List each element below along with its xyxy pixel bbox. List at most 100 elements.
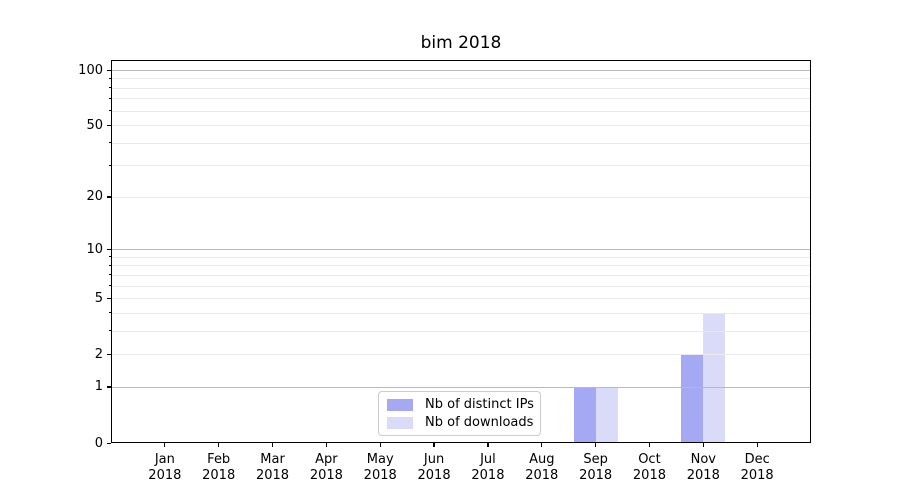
gridline-minor	[111, 285, 811, 287]
y-minor-tick-mark	[108, 330, 111, 332]
x-tick-month: Oct	[638, 452, 661, 467]
x-tick-month: Nov	[690, 452, 716, 467]
y-tick-label: 10	[86, 241, 103, 257]
y-tick-label: 0	[94, 435, 103, 451]
x-tick-label-apr: Apr 2018	[296, 452, 356, 484]
x-tick-year: 2018	[471, 468, 505, 483]
y-tick-label: 5	[94, 290, 103, 306]
x-tick-mark	[702, 443, 704, 447]
bar-downloads-sep	[595, 386, 618, 443]
x-tick-label-oct: Oct 2018	[619, 452, 679, 484]
y-tick-label: 20	[86, 189, 103, 205]
gridline-minor	[111, 330, 811, 332]
x-tick-year: 2018	[740, 468, 774, 483]
gridline-minor	[111, 256, 811, 258]
y-tick-mark	[107, 248, 111, 250]
y-tick-mark	[107, 297, 111, 299]
x-tick-year: 2018	[202, 468, 236, 483]
y-tick-label: 50	[86, 117, 103, 133]
legend-item-distinct-ips: Nb of distinct IPs	[387, 398, 540, 412]
plot-area	[111, 60, 811, 443]
y-minor-tick-mark	[108, 77, 111, 79]
x-tick-label-aug: Aug 2018	[512, 452, 572, 484]
y-minor-tick-mark	[108, 264, 111, 266]
chart-title: bim 2018	[420, 33, 502, 53]
x-tick-mark	[379, 443, 381, 447]
gridline-decade	[111, 70, 811, 71]
x-tick-month: Jul	[480, 452, 496, 467]
x-tick-label-jun: Jun 2018	[404, 452, 464, 484]
x-tick-mark	[271, 443, 274, 447]
x-tick-month: Jun	[423, 452, 445, 467]
x-tick-label-sep: Sep 2018	[566, 452, 626, 484]
legend-item-downloads: Nb of downloads	[387, 416, 540, 430]
legend-label-downloads: Nb of downloads	[425, 415, 534, 430]
x-tick-month: Jan	[154, 452, 175, 467]
y-minor-tick-mark	[108, 142, 111, 144]
x-tick-label-feb: Feb 2018	[189, 452, 249, 484]
x-tick-label-jan: Jan 2018	[135, 452, 195, 484]
x-tick-year: 2018	[632, 468, 666, 483]
gridline-decade	[111, 386, 811, 388]
x-tick-year: 2018	[686, 468, 720, 483]
x-tick-year: 2018	[579, 468, 613, 483]
x-tick-month: Feb	[207, 452, 231, 467]
gridline-minor	[111, 98, 811, 100]
x-tick-mark	[325, 443, 328, 447]
x-tick-year: 2018	[148, 468, 182, 483]
bar-distinct-ips-nov	[681, 354, 704, 443]
x-tick-mark	[487, 443, 489, 447]
y-minor-tick-mark	[108, 164, 111, 166]
bar-downloads-nov	[703, 312, 726, 443]
y-minor-tick-mark	[108, 274, 111, 276]
x-tick-year: 2018	[363, 468, 397, 483]
legend-label-distinct-ips: Nb of distinct IPs	[425, 397, 534, 412]
x-tick-mark	[648, 443, 651, 447]
y-minor-tick-mark	[108, 312, 111, 314]
x-tick-label-may: May 2018	[350, 452, 410, 484]
gridline-minor	[111, 312, 811, 314]
y-tick-mark	[107, 196, 111, 198]
y-tick-mark	[107, 353, 111, 355]
gridline-minor	[111, 142, 811, 144]
x-tick-mark	[164, 443, 166, 447]
gridline-minor	[111, 298, 811, 300]
y-tick-label: 2	[94, 346, 103, 362]
y-minor-tick-mark	[108, 256, 111, 258]
x-tick-month: Mar	[260, 452, 285, 467]
gridline-minor	[111, 87, 811, 89]
y-tick-label: 100	[78, 62, 103, 78]
gridline-minor	[111, 196, 811, 198]
x-tick-mark	[218, 443, 220, 447]
x-tick-mark	[756, 443, 758, 447]
x-tick-year: 2018	[309, 468, 343, 483]
x-tick-year: 2018	[525, 468, 559, 483]
x-tick-mark	[433, 443, 435, 447]
x-tick-month: Apr	[315, 452, 338, 467]
x-tick-month: May	[366, 452, 394, 467]
legend-swatch-downloads	[387, 416, 413, 429]
y-minor-tick-mark	[108, 97, 111, 99]
y-tick-mark	[107, 69, 111, 71]
gridline-minor	[111, 125, 811, 127]
x-tick-label-dec: Dec 2018	[727, 452, 787, 484]
y-tick-mark	[107, 124, 111, 127]
x-tick-mark	[594, 443, 597, 447]
x-tick-label-mar: Mar 2018	[243, 452, 303, 484]
x-tick-month: Sep	[583, 452, 608, 467]
x-tick-month: Dec	[744, 452, 770, 467]
gridline-minor	[111, 110, 811, 112]
gridline-minor	[111, 165, 811, 167]
gridline-minor	[111, 265, 811, 267]
gridline-minor	[111, 78, 811, 80]
gridline-minor	[111, 274, 811, 276]
x-tick-month: Aug	[529, 452, 555, 467]
bar-distinct-ips-sep	[573, 386, 596, 443]
legend: Nb of distinct IPs Nb of downloads	[378, 391, 541, 436]
y-minor-tick-mark	[108, 87, 111, 89]
legend-swatch-distinct-ips	[387, 398, 413, 411]
y-tick-label: 1	[94, 379, 103, 395]
gridline-decade	[111, 249, 811, 251]
y-tick-mark	[107, 386, 111, 388]
